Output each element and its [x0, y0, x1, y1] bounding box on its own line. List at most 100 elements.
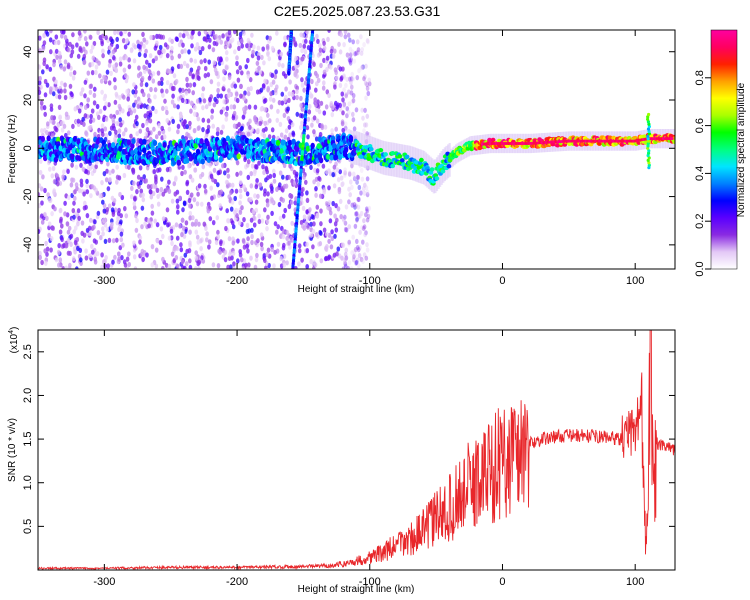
noise-speck: [300, 77, 304, 83]
noise-speck: [216, 126, 220, 133]
noise-speck: [334, 126, 339, 132]
noise-speck: [313, 262, 318, 268]
noise-speck: [350, 184, 354, 190]
noise-speck: [313, 167, 317, 173]
noise-speck: [343, 258, 347, 264]
noise-speck: [185, 181, 189, 187]
noise-speck: [57, 50, 62, 56]
noise-speck: [135, 189, 139, 195]
noise-speck: [248, 77, 253, 83]
noise-speck: [249, 255, 253, 261]
noise-speck: [266, 214, 270, 220]
noise-speck: [174, 78, 179, 85]
noise-speck: [94, 64, 99, 70]
noise-speck: [39, 186, 44, 192]
noise-speck: [343, 214, 347, 220]
noise-speck: [347, 101, 352, 107]
noise-speck: [101, 48, 105, 54]
noise-speck: [83, 104, 88, 110]
noise-speck: [238, 193, 243, 200]
noise-speck: [279, 51, 283, 57]
noise-speck: [246, 159, 251, 165]
noise-speck: [306, 45, 311, 51]
noise-speck: [312, 221, 316, 227]
noise-speck: [339, 214, 344, 220]
noise-speck: [348, 192, 353, 198]
noise-speck: [85, 183, 89, 189]
noise-speck: [40, 259, 44, 266]
noise-speck: [255, 60, 260, 66]
noise-speck: [224, 112, 229, 118]
x-tick-label: -200: [226, 275, 248, 287]
noise-speck: [106, 186, 111, 192]
noise-speck: [295, 89, 299, 95]
noise-speck: [109, 70, 113, 76]
noise-speck: [72, 214, 76, 220]
noise-speck: [235, 69, 240, 75]
noise-speck: [113, 85, 117, 91]
noise-speck: [47, 232, 51, 238]
noise-speck: [51, 225, 55, 231]
noise-speck: [237, 45, 241, 52]
noise-speck: [184, 220, 189, 226]
noise-speck: [191, 215, 195, 221]
noise-speck: [98, 73, 102, 79]
noise-speck: [168, 68, 172, 75]
noise-speck: [67, 194, 71, 201]
noise-speck: [362, 76, 366, 82]
noise-speck: [160, 76, 164, 82]
noise-speck: [241, 114, 246, 120]
noise-speck: [269, 183, 274, 189]
noise-speck: [270, 72, 275, 78]
noise-speck: [174, 255, 179, 261]
figure-title: C2E5.2025.087.23.53.G31: [274, 3, 441, 19]
noise-speck: [107, 203, 112, 209]
noise-speck: [242, 95, 246, 101]
noise-speck: [38, 169, 43, 176]
noise-speck: [279, 132, 284, 138]
noise-speck: [305, 30, 310, 35]
noise-speck: [261, 164, 265, 170]
noise-speck: [151, 71, 156, 77]
noise-speck: [249, 196, 253, 203]
snr-x-axis: -300 -200 -100 0 100: [93, 330, 644, 588]
noise-speck: [301, 106, 305, 112]
noise-speck: [362, 42, 366, 48]
noise-speck: [176, 63, 181, 69]
noise-speck: [258, 182, 263, 188]
noise-speck: [254, 184, 259, 190]
noise-speck: [102, 105, 107, 111]
noise-speck: [77, 188, 82, 194]
noise-speck: [289, 235, 293, 241]
noise-speck: [226, 167, 230, 173]
trace-cell: [348, 136, 354, 143]
noise-speck: [300, 120, 304, 126]
noise-speck: [83, 200, 87, 206]
trace-cell: [338, 154, 343, 160]
noise-speck: [172, 85, 176, 92]
noise-speck: [330, 235, 335, 242]
noise-speck: [319, 100, 324, 106]
noise-speck: [57, 262, 61, 268]
noise-speck: [270, 197, 275, 203]
trace-cell: [160, 151, 165, 157]
spike-cell: [647, 112, 651, 117]
noise-speck: [122, 94, 126, 100]
noise-speck: [216, 56, 221, 62]
noise-speck: [212, 60, 217, 66]
noise-speck: [247, 262, 251, 268]
noise-speck: [352, 249, 357, 255]
noise-speck: [288, 119, 292, 125]
noise-speck: [207, 244, 211, 250]
noise-speck: [316, 181, 321, 187]
noise-speck: [366, 90, 371, 97]
noise-speck: [203, 30, 208, 35]
noise-speck: [104, 132, 109, 139]
noise-speck: [140, 75, 145, 81]
noise-speck: [304, 38, 308, 44]
noise-speck: [235, 160, 240, 166]
noise-speck: [167, 188, 172, 194]
noise-speck: [344, 247, 349, 253]
noise-speck: [315, 253, 319, 259]
noise-speck: [216, 263, 221, 269]
